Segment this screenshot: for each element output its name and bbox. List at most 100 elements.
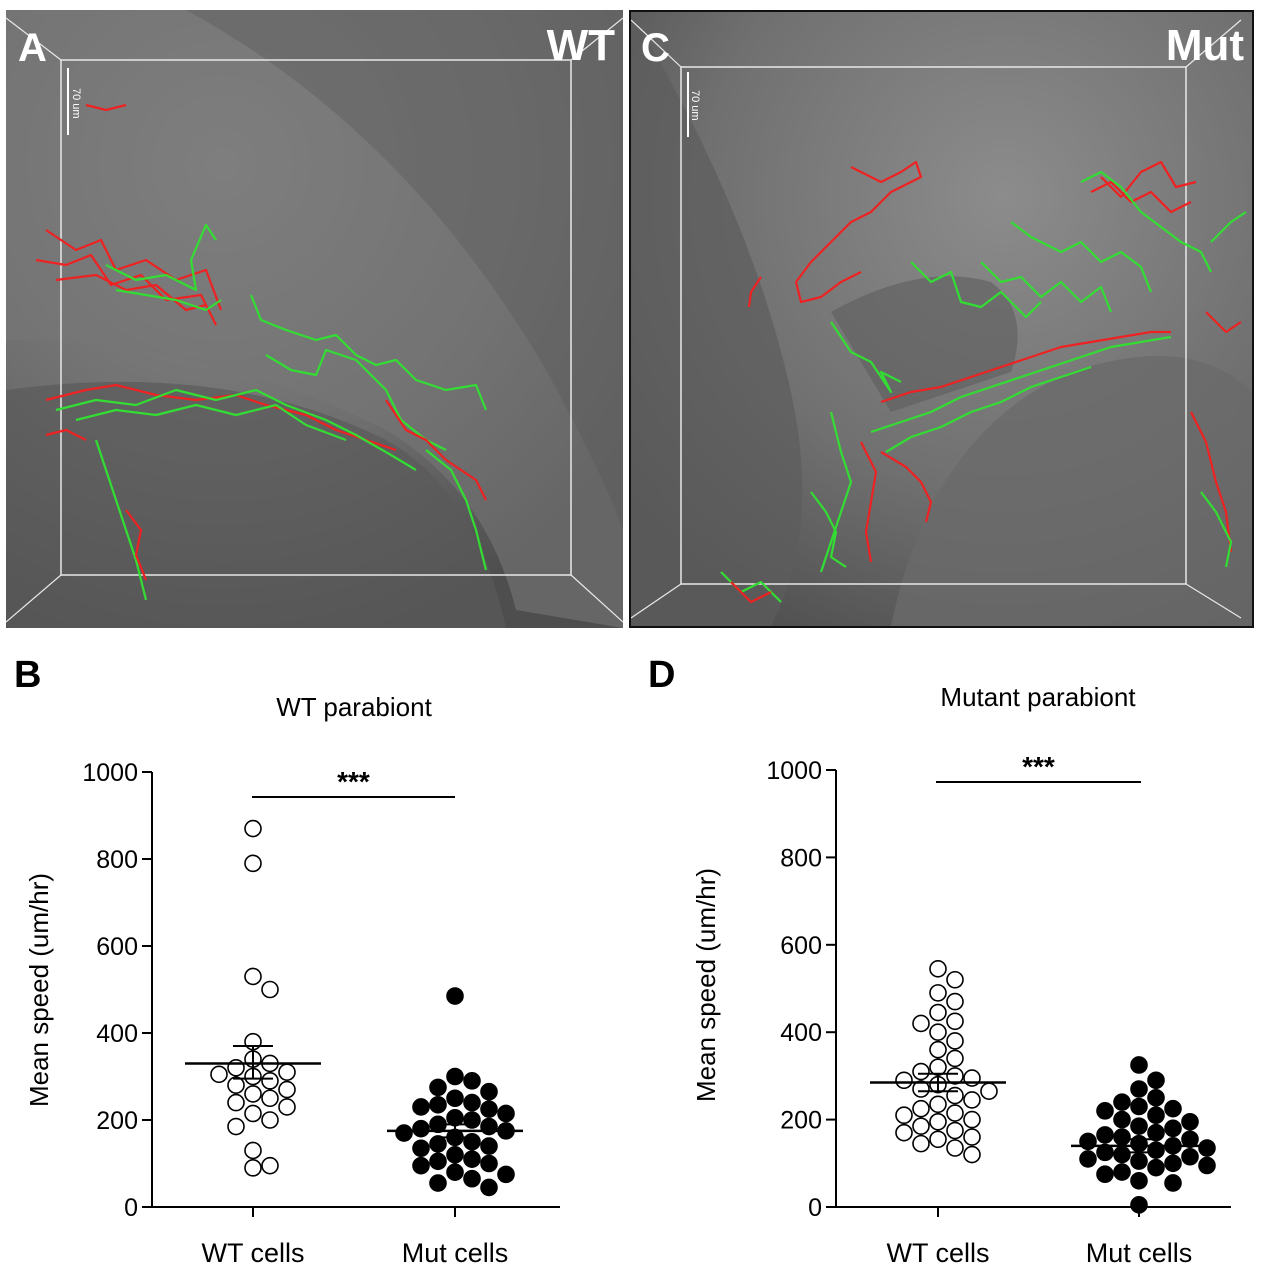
- scale-bar-label-a: 70 um: [70, 88, 82, 119]
- filled-data-point: [1147, 1106, 1165, 1125]
- filled-data-point: [1079, 1150, 1097, 1168]
- y-tick-label: 400: [780, 1019, 822, 1047]
- microscopy-panel-c: C Mut 70 um: [629, 10, 1254, 628]
- open-data-point: [929, 1095, 947, 1114]
- open-data-point: [244, 819, 262, 838]
- filled-data-point: [463, 1132, 481, 1151]
- open-data-point: [963, 1145, 981, 1164]
- y-tick-label: 0: [124, 1194, 138, 1222]
- filled-data-point: [1164, 1174, 1182, 1192]
- filled-data-point: [1181, 1130, 1199, 1149]
- filled-data-point: [463, 1111, 481, 1129]
- filled-data-point: [480, 1100, 498, 1118]
- open-data-point: [244, 1141, 262, 1160]
- filled-data-point: [1181, 1112, 1199, 1131]
- x-tick-label: WT cells: [201, 1238, 304, 1268]
- filled-data-point: [1113, 1163, 1131, 1181]
- scale-bar-label-c: 70 um: [689, 90, 701, 121]
- open-data-point: [227, 1076, 245, 1095]
- y-tick-label: 400: [96, 1020, 138, 1048]
- filled-data-point: [1130, 1152, 1148, 1170]
- y-tick-label: 1000: [766, 757, 822, 785]
- open-data-point: [261, 1156, 279, 1175]
- open-data-point: [227, 1093, 245, 1112]
- filled-data-point: [1181, 1147, 1199, 1166]
- filled-data-point: [446, 1163, 464, 1182]
- filled-data-point: [412, 1139, 430, 1158]
- filled-data-point: [446, 1067, 464, 1086]
- y-tick-label: 800: [96, 846, 138, 874]
- open-data-point: [929, 1023, 947, 1042]
- filled-data-point: [463, 1150, 481, 1168]
- filled-data-point: [1096, 1102, 1114, 1120]
- open-data-point: [261, 1111, 279, 1129]
- chart-title: Mutant parabiont: [940, 682, 1136, 712]
- panel-c-corner-label: Mut: [1165, 21, 1244, 70]
- filled-data-point: [446, 1089, 464, 1108]
- microscopy-image-a: [6, 10, 623, 628]
- open-data-point: [244, 1085, 262, 1103]
- open-data-point: [261, 1089, 279, 1108]
- y-tick-label: 0: [808, 1194, 822, 1222]
- filled-data-point: [1164, 1099, 1182, 1118]
- y-tick-label: 200: [780, 1107, 822, 1135]
- open-data-point: [261, 980, 279, 999]
- open-data-point: [946, 1086, 964, 1105]
- panel-a-corner-label: WT: [546, 21, 615, 70]
- open-data-point: [227, 1117, 245, 1136]
- filled-data-point: [1130, 1080, 1148, 1098]
- open-data-point: [912, 1099, 930, 1118]
- open-data-point: [278, 1098, 296, 1116]
- open-data-point: [261, 1072, 279, 1090]
- filled-data-point: [1113, 1110, 1131, 1129]
- filled-data-point: [1130, 1196, 1148, 1214]
- open-data-point: [278, 1080, 296, 1099]
- filled-data-point: [1147, 1088, 1165, 1107]
- x-tick-label: WT cells: [886, 1238, 989, 1268]
- open-data-point: [946, 1067, 964, 1085]
- open-data-point: [929, 1003, 947, 1022]
- filled-data-point: [1198, 1139, 1216, 1157]
- open-data-point: [244, 1159, 262, 1177]
- filled-data-point: [1164, 1119, 1182, 1138]
- filled-data-point: [1096, 1143, 1114, 1162]
- filled-data-point: [1147, 1071, 1165, 1090]
- y-tick-label: 600: [780, 932, 822, 960]
- panel-letter-c: C: [641, 26, 670, 70]
- open-data-point: [929, 1112, 947, 1131]
- filled-data-point: [395, 1124, 413, 1142]
- open-data-point: [895, 1071, 913, 1090]
- filled-data-point: [1130, 1171, 1148, 1190]
- filled-data-point: [463, 1169, 481, 1188]
- filled-data-point: [480, 1082, 498, 1101]
- open-data-point: [895, 1106, 913, 1125]
- filled-data-point: [429, 1152, 447, 1171]
- filled-data-point: [1113, 1093, 1131, 1111]
- filled-data-point: [1130, 1097, 1148, 1116]
- filled-data-point: [463, 1072, 481, 1090]
- filled-data-point: [1147, 1158, 1165, 1177]
- y-tick-label: 600: [96, 933, 138, 961]
- panel-letter-d: D: [648, 654, 676, 696]
- x-tick-label: Mut cells: [1086, 1238, 1193, 1268]
- filled-data-point: [1113, 1145, 1131, 1164]
- filled-data-point: [429, 1135, 447, 1153]
- filled-data-point: [429, 1174, 447, 1192]
- microscopy-image-c: [631, 12, 1252, 626]
- significance-label: ***: [337, 766, 370, 797]
- scatter-chart-d: Mutant parabiont Mean speed (um/hr) 0 200 40…: [691, 682, 1231, 1268]
- open-data-point: [946, 1121, 964, 1140]
- filled-data-point: [412, 1156, 430, 1175]
- open-data-point: [946, 1139, 964, 1157]
- y-axis-label: Mean speed (um/hr): [24, 873, 54, 1107]
- filled-data-point: [412, 1119, 430, 1138]
- open-data-point: [278, 1063, 296, 1081]
- filled-data-point: [1113, 1128, 1131, 1146]
- filled-data-point: [1130, 1056, 1148, 1074]
- open-data-point: [946, 1012, 964, 1031]
- filled-data-point: [446, 1145, 464, 1164]
- open-data-point: [244, 854, 262, 873]
- x-tick-label: Mut cells: [402, 1238, 509, 1268]
- microscopy-panel-a: A WT 70 um: [6, 10, 623, 628]
- y-tick-label: 800: [780, 844, 822, 872]
